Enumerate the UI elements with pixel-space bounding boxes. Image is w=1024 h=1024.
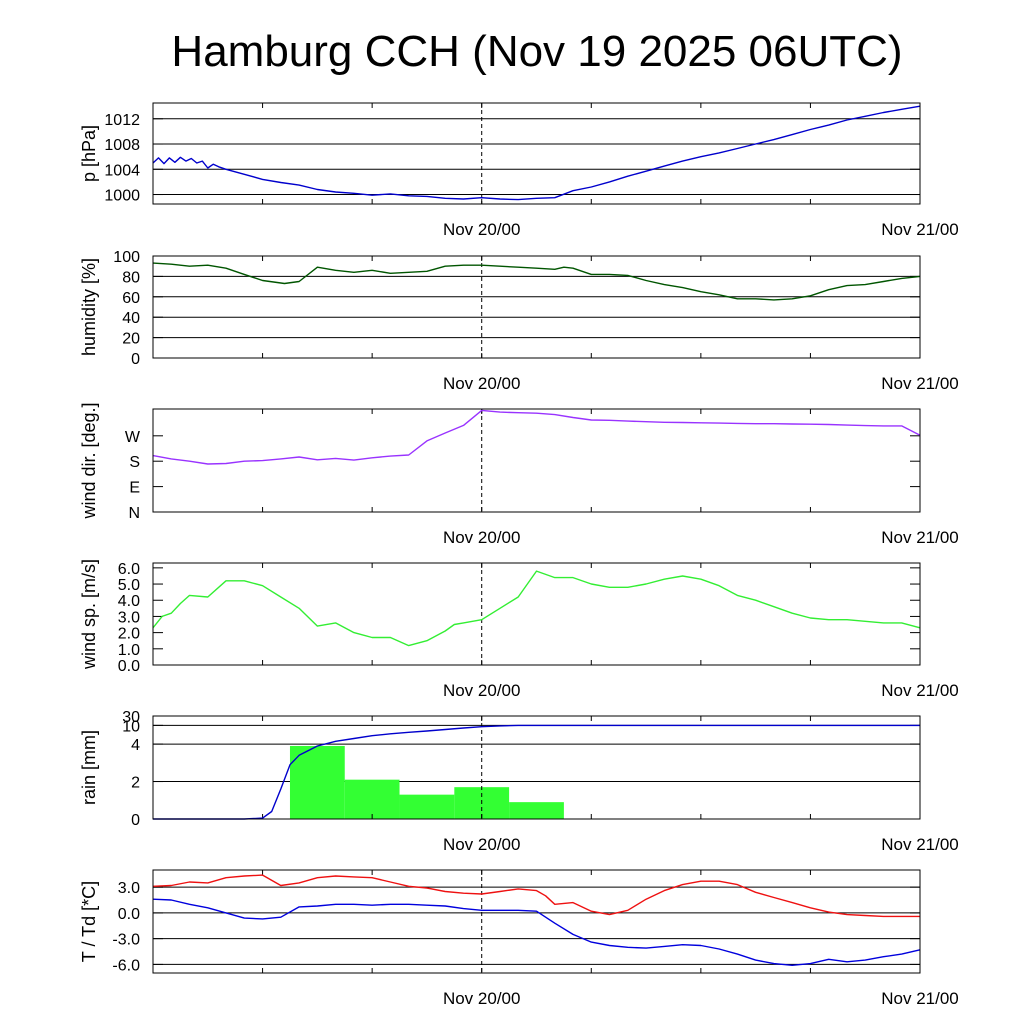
panel-pressure: 1000 1004 1008 1012 p [hPa] Nov 20/00 Nov 21/0… [79,102,959,239]
rain-bar [509,802,564,819]
wind_speed-ytick-label: 3.0 [118,609,140,626]
humidity-ytick-label: 0 [131,351,140,368]
temperature-ylabel: T / Td [*C] [79,881,99,962]
humidity-xtick-label: Nov 21/00 [881,374,959,393]
humidity-ytick-label: 20 [122,331,140,348]
pressure-ytick-label: 1004 [104,162,140,179]
humidity-series-line [152,262,921,301]
panel-temperature: -6.0 -3.0 0.0 3.0 T / Td [*C] Nov 20/00 Nov 21… [79,869,959,1008]
rain-ytick-label: 30 [122,709,140,726]
wind_dir-ylabel: wind dir. [deg.] [79,402,99,519]
humidity-ytick-label: 40 [122,310,140,327]
rain-bar [399,794,455,819]
temperature-ytick-label: -6.0 [112,957,140,974]
temperature-xtick-label: Nov 21/00 [881,989,959,1008]
wind_speed-frame [152,562,921,666]
wind_dir-series-line [152,409,921,465]
rain-bar [289,745,345,819]
temperature-series-line [152,874,920,918]
wind_speed-ytick-label: 4.0 [118,593,140,610]
temperature-ytick-label: 3.0 [118,880,140,897]
pressure-ytick-label: 1012 [104,112,140,129]
wind_speed-ytick-label: 6.0 [118,561,140,578]
rain-series-line [153,724,920,820]
wind_speed-ytick-label: 1.0 [118,642,140,659]
wind_speed-xtick-label: Nov 20/00 [443,681,521,700]
temperature-frame [152,869,921,974]
temperature-ytick-label: -3.0 [112,932,140,949]
wind_dir-xtick-label: Nov 21/00 [881,528,959,547]
wind_dir-frame [152,408,921,513]
wind_speed-series-line [152,570,921,647]
rain-frame [152,715,921,820]
rain-ytick-label: 10 [122,718,140,735]
wind_dir-ytick-label: W [125,429,141,446]
panel-humidity: 0 20 40 60 80 100 humidity [%] Nov 20/00 Nov 21/… [79,249,959,393]
temperature-ytick-label: 0.0 [118,906,140,923]
wind_dir-ytick-label: N [128,505,140,522]
wind_dir-ytick-label: E [129,480,140,497]
temperature-series-line [152,898,921,966]
pressure-xtick-label: Nov 21/00 [881,220,959,239]
wind_speed-xtick-label: Nov 21/00 [881,681,959,700]
temperature-xtick-label: Nov 20/00 [443,989,521,1008]
pressure-ytick-label: 1000 [104,188,140,205]
wind_speed-ytick-label: 2.0 [118,626,140,643]
rain-bar [344,779,400,819]
humidity-ytick-label: 80 [122,269,140,286]
wind_speed-ytick-label: 0.0 [118,658,140,675]
pressure-xtick-label: Nov 20/00 [443,220,521,239]
rain-ytick-label: 2 [131,775,140,792]
pressure-frame [152,102,921,205]
wind_dir-xtick-label: Nov 20/00 [443,528,521,547]
rain-ytick-label: 4 [131,737,140,754]
pressure-series-line [152,105,921,201]
rain-xtick-label: Nov 21/00 [881,835,959,854]
wind_speed-ytick-label: 5.0 [118,577,140,594]
humidity-ylabel: humidity [%] [79,258,99,356]
panel-wind_speed: 0.01.02.03.04.05.06.0 wind sp. [m/s] Nov 2… [79,559,959,700]
chart-title: Hamburg CCH (Nov 19 2025 06UTC) [171,27,902,76]
rain-ytick-label: 0 [131,812,140,829]
pressure-ytick-label: 1008 [104,137,140,154]
humidity-xtick-label: Nov 20/00 [443,374,521,393]
humidity-frame [152,255,921,359]
pressure-ylabel: p [hPa] [79,125,99,182]
humidity-ytick-label: 100 [113,249,140,266]
wind_dir-ytick-label: S [129,454,140,471]
rain-xtick-label: Nov 20/00 [443,835,521,854]
rain-ylabel: rain [mm] [79,730,99,805]
humidity-ytick-label: 60 [122,290,140,307]
wind_speed-ylabel: wind sp. [m/s] [79,559,99,670]
